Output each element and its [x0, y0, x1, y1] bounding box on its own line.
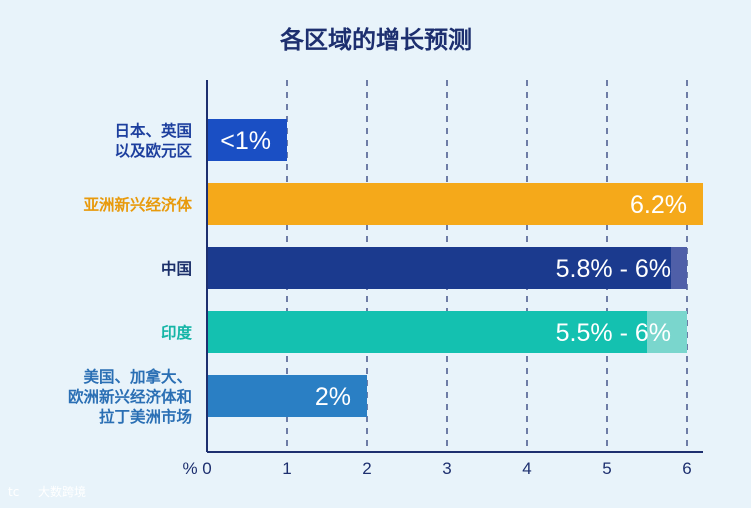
bar-2	[207, 247, 671, 289]
x-tick-label-4: 4	[522, 459, 531, 478]
x-tick-label-3: 3	[442, 459, 451, 478]
bar-range-2	[671, 247, 687, 289]
category-label-4-1: 欧洲新兴经济体和	[68, 387, 192, 406]
watermark-text: 大数跨境	[38, 484, 86, 499]
category-label-0-1: 以及欧元区	[114, 141, 192, 160]
category-label-4-0: 美国、加拿大、	[83, 367, 192, 386]
watermark-logo: tc	[8, 485, 19, 499]
bar-4	[207, 375, 367, 417]
x-axis: 0 1 2 3 4 5 6%	[182, 80, 703, 478]
category-labels: 日本、英国以及欧元区亚洲新兴经济体中国印度美国、加拿大、欧洲新兴经济体和拉丁美洲…	[68, 121, 193, 426]
data-label-0: <1%	[220, 127, 271, 155]
x-axis-unit-label: %	[182, 459, 197, 478]
chart-title: 各区域的增长预测	[279, 26, 472, 54]
data-label-1: 6.2%	[630, 191, 687, 219]
data-label-3: 5.5% - 6%	[556, 319, 671, 347]
bars: <1% 6.2% 5.8% - 6% 5.5% - 6% 2%	[207, 119, 703, 417]
bar-3	[207, 311, 647, 353]
bar-range-3	[647, 311, 687, 353]
x-tick-label-6: 6	[682, 459, 691, 478]
watermark: tc 大数跨境	[8, 484, 86, 499]
category-label-0-0: 日本、英国	[114, 121, 192, 140]
data-label-2: 5.8% - 6%	[556, 255, 671, 283]
category-label-1-0: 亚洲新兴经济体	[83, 195, 192, 214]
x-tick-label-5: 5	[602, 459, 611, 478]
category-label-4-2: 拉丁美洲市场	[99, 407, 192, 426]
x-tick-label-2: 2	[362, 459, 371, 478]
category-label-2-0: 中国	[161, 259, 192, 278]
category-label-3-0: 印度	[161, 323, 193, 342]
bar-0	[207, 119, 287, 161]
bar-1	[207, 183, 703, 225]
x-tick-label-0: 0	[202, 459, 211, 478]
x-tick-label-1: 1	[282, 459, 291, 478]
data-label-4: 2%	[315, 383, 351, 411]
